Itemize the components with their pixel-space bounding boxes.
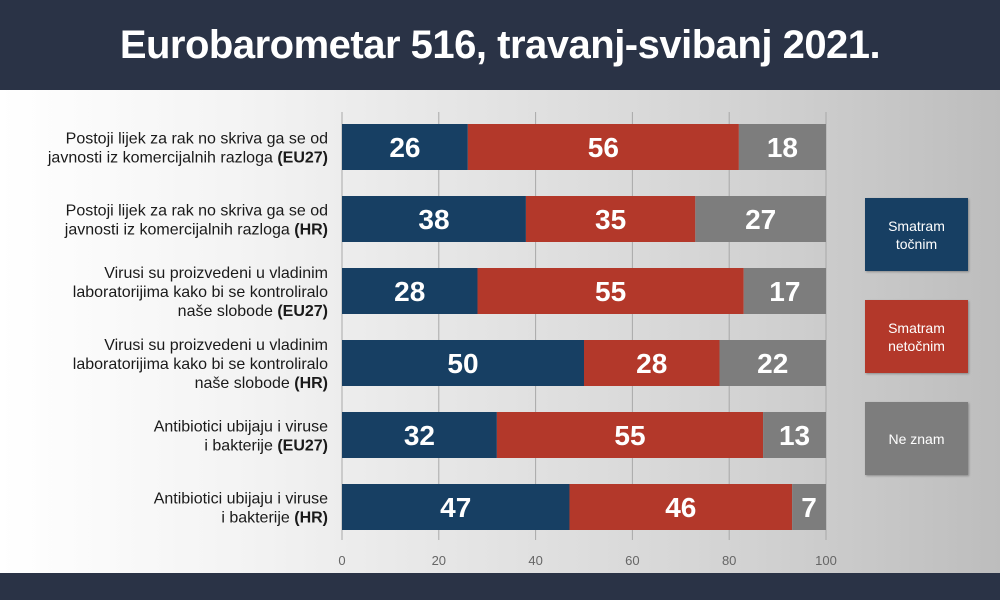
legend-label: Ne znam — [888, 430, 945, 447]
bar-segment — [496, 412, 764, 458]
bar-segment — [792, 484, 826, 530]
data-label: 35 — [595, 204, 626, 235]
data-label: 28 — [636, 348, 667, 379]
bar-segment — [342, 124, 468, 170]
data-label: 18 — [767, 132, 798, 163]
bar-segment — [719, 340, 826, 386]
data-label: 27 — [745, 204, 776, 235]
page-title: Eurobarometar 516, travanj-svibanj 2021. — [119, 22, 881, 67]
bar-segment — [525, 196, 696, 242]
x-tick-label: 100 — [815, 553, 837, 568]
data-label: 32 — [404, 420, 435, 451]
x-tick-label: 80 — [722, 553, 736, 568]
data-label: 22 — [757, 348, 788, 379]
bar-segment — [477, 268, 744, 314]
legend-label: Smatram točnim — [888, 217, 945, 252]
bar-segment — [569, 484, 793, 530]
x-tick-label: 60 — [625, 553, 639, 568]
data-label: 47 — [440, 492, 471, 523]
data-label: 38 — [418, 204, 449, 235]
category-label: Virusi su proizvedeni u vladinim laborato… — [73, 265, 328, 320]
category-label: Antibiotici ubijaju i viruse i bakterije … — [154, 491, 328, 527]
data-label: 17 — [769, 276, 800, 307]
header: Eurobarometar 516, travanj-svibanj 2021. — [0, 0, 1000, 90]
bar-segment — [342, 484, 570, 530]
category-label: Postoji lijek za rak no skriva ga se od j… — [47, 131, 328, 167]
footer-bar — [0, 573, 1000, 600]
legend-item: Ne znam — [865, 402, 968, 475]
data-label: 55 — [614, 420, 645, 451]
category-label: Antibiotici ubijaju i viruse i bakterije … — [154, 419, 328, 455]
x-tick-label: 40 — [528, 553, 542, 568]
bar-segment — [695, 196, 826, 242]
bar-segment — [342, 340, 584, 386]
bar-segment — [743, 268, 826, 314]
data-label: 50 — [447, 348, 478, 379]
bar-segment — [342, 268, 478, 314]
data-label: 28 — [394, 276, 425, 307]
x-tick-label: 20 — [432, 553, 446, 568]
bar-segment — [738, 124, 826, 170]
legend-item: Smatram netočnim — [865, 300, 968, 373]
category-label: Postoji lijek za rak no skriva ga se od j… — [64, 203, 328, 239]
data-label: 13 — [779, 420, 810, 451]
legend-item: Smatram točnim — [865, 198, 968, 271]
category-label: Virusi su proizvedeni u vladinim laborato… — [73, 337, 328, 392]
bar-segment — [342, 196, 526, 242]
data-label: 26 — [389, 132, 420, 163]
bar-segment — [467, 124, 739, 170]
legend-label: Smatram netočnim — [888, 319, 945, 354]
data-label: 7 — [801, 492, 817, 523]
x-tick-label: 0 — [338, 553, 345, 568]
bar-segment — [342, 412, 497, 458]
data-label: 46 — [665, 492, 696, 523]
bar-segment — [584, 340, 720, 386]
data-label: 55 — [595, 276, 626, 307]
data-label: 56 — [588, 132, 619, 163]
bar-segment — [763, 412, 826, 458]
